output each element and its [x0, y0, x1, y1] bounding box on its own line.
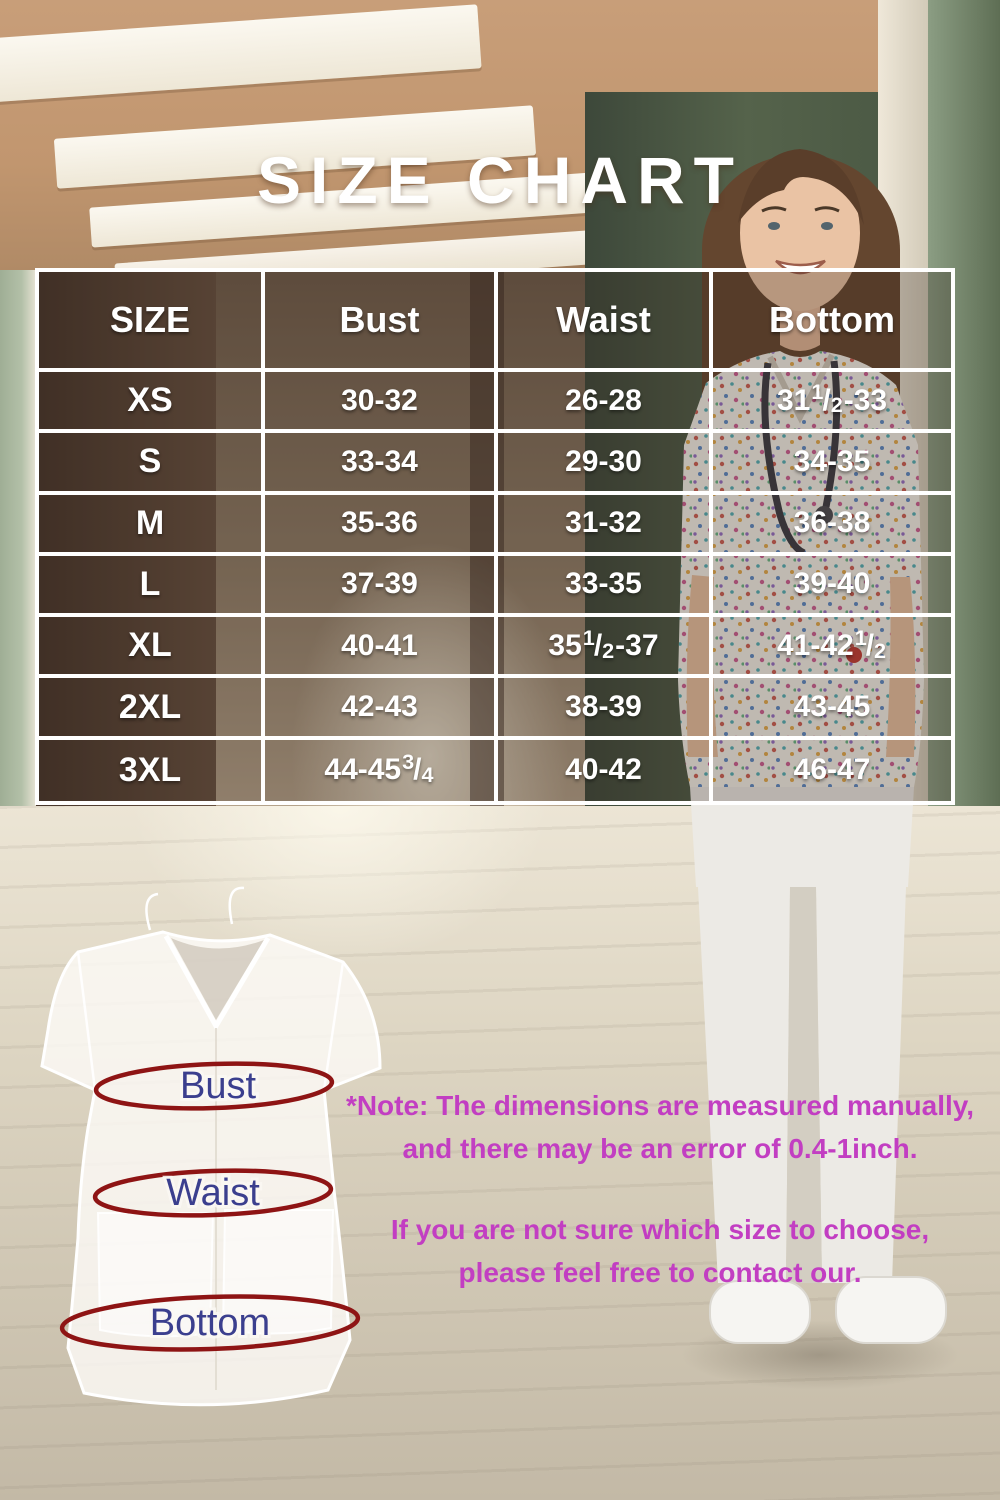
- heart-badge: [846, 647, 862, 663]
- pant-leg: [816, 887, 906, 1283]
- bust-cell: 42-43: [264, 678, 498, 740]
- shoe: [709, 1280, 811, 1344]
- bottom-label: Bottom: [150, 1302, 270, 1344]
- size-table: SIZE Bust Waist Bottom XS 30-32 26-28 31…: [35, 268, 955, 805]
- size-cell: M: [39, 494, 265, 556]
- bottom-cell: 39-40: [713, 556, 951, 618]
- size-cell: XS: [39, 372, 265, 434]
- green-door: [928, 0, 1000, 828]
- scrub-pants: [690, 787, 914, 887]
- pocket: [221, 1209, 335, 1335]
- stethoscope-chestpiece: [815, 506, 833, 524]
- pant-leg: [698, 887, 790, 1283]
- size-cell: 2XL: [39, 678, 265, 740]
- note-line: and there may be an error of 0.4-1inch.: [402, 1133, 918, 1164]
- waist-cell: 35 1/2 -37: [497, 617, 714, 679]
- waist-measure-line: [92, 1168, 334, 1218]
- stethoscope: [761, 362, 806, 557]
- v-neck-band: [163, 934, 271, 1032]
- bottom-cell: 43-45: [713, 678, 951, 740]
- left-doorway: [36, 270, 216, 807]
- page-title: SIZE CHART: [257, 143, 743, 217]
- bottom-cell: 36-38: [713, 495, 951, 556]
- waist-label: Waist: [166, 1172, 260, 1214]
- contact-note: If you are not sure which size to choose…: [325, 1208, 995, 1294]
- neck-opening: [171, 938, 264, 1020]
- eyebrow: [814, 206, 840, 213]
- shoe: [835, 1276, 947, 1344]
- eye: [821, 222, 833, 230]
- waist-cell: 40-42: [498, 739, 714, 801]
- waist-cell: 33-35: [497, 555, 714, 618]
- waist-cell: 29-30: [497, 433, 714, 495]
- size-cell: 3XL: [39, 739, 265, 801]
- size-cell: L: [39, 555, 265, 618]
- waist-cell: 31-32: [497, 494, 714, 556]
- arm: [886, 577, 916, 757]
- header-bottom: Bottom: [713, 272, 951, 372]
- bottom-measure-line: [59, 1294, 361, 1352]
- v-neck: [767, 353, 835, 424]
- hairline: [738, 149, 864, 225]
- size-cell: S: [39, 433, 265, 495]
- bottom-cell: 41-42 1/2: [713, 617, 951, 679]
- note-line: If you are not sure which size to choose…: [390, 1214, 930, 1245]
- bust-cell: 30-32: [264, 372, 498, 434]
- door-frame: [470, 270, 504, 807]
- bust-cell: 33-34: [264, 433, 498, 495]
- eye: [768, 222, 780, 230]
- header-bust: Bust: [264, 272, 498, 372]
- header-size: SIZE: [39, 272, 265, 372]
- header-waist: Waist: [497, 272, 714, 372]
- measurement-diagram: Bust Waist Bottom: [40, 886, 382, 1407]
- note-line: please feel free to contact our.: [458, 1257, 862, 1288]
- pant-shadow: [786, 887, 822, 1283]
- waist-cell: 26-28: [497, 372, 714, 434]
- bust-cell: 37-39: [264, 555, 498, 618]
- bust-cell: 40-41: [264, 617, 498, 679]
- hanger-hook: [145, 892, 159, 931]
- bust-cell: 35-36: [264, 494, 498, 556]
- note-line: *Note: The dimensions are measured manua…: [345, 1090, 975, 1121]
- size-cell: XL: [39, 617, 265, 679]
- measurement-note: *Note: The dimensions are measured manua…: [325, 1084, 995, 1170]
- sleeve-seam: [322, 961, 345, 1091]
- notes: *Note: The dimensions are measured manua…: [325, 1084, 995, 1294]
- bust-cell: 44-45 3/4: [265, 739, 498, 801]
- bust-label: Bust: [180, 1065, 256, 1107]
- bust-measure-line: [93, 1061, 335, 1111]
- left-wall: [0, 270, 36, 810]
- bottom-cell: 34-35: [713, 433, 951, 495]
- bottom-cell: 31 1/2 -33: [713, 372, 951, 434]
- hanger-hook: [228, 886, 245, 925]
- eyebrow: [761, 206, 787, 213]
- sleeve-seam: [76, 951, 97, 1091]
- bottom-cell: 46-47: [793, 753, 871, 787]
- waist-cell: 38-39: [497, 678, 714, 740]
